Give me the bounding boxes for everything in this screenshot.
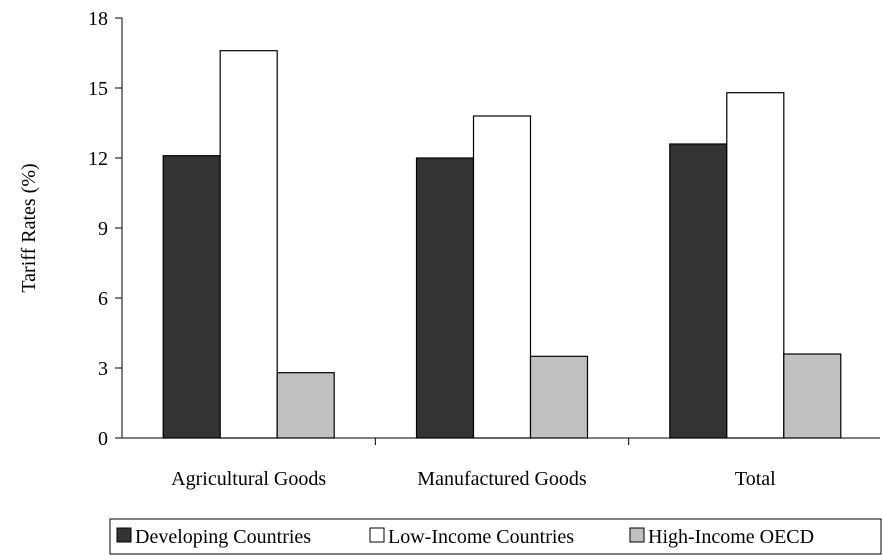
y-tick-label-15: 15 [88,78,108,100]
bar-2-3 [726,92,785,439]
x-tick-label-3: Total [735,468,776,490]
bar-3-1 [276,372,335,439]
bar-3-2 [529,355,589,439]
legend-label-1: Developing Countries [135,526,311,548]
bar-1-1 [162,155,221,439]
axes-layer: 0 3 6 9 12 15 18 Agricultural Goods Manufactured… [88,8,880,490]
legend-swatch-2 [369,527,385,543]
y-tick-label-12: 12 [88,148,108,170]
x-tick-label-1: Agricultural Goods [171,468,326,490]
legend: Developing Countries Low-Income Countries… [109,518,882,555]
bar-2-2 [472,115,532,439]
legend-swatch-3 [629,527,645,543]
legend-swatch-1 [116,527,132,543]
legend-box [109,518,882,555]
bar-3-3 [783,353,842,439]
legend-label-2: Low-Income Countries [388,526,574,548]
y-tick-label-9: 9 [98,218,108,240]
y-tick-label-18: 18 [88,8,108,30]
bar-2-1 [219,50,278,439]
y-tick-label-0: 0 [98,428,108,450]
y-axis-title: Tariff Rates (%) [18,163,40,292]
y-tick-label-3: 3 [98,358,108,380]
y-tick-label-6: 6 [98,288,108,310]
x-tick-label-2: Manufactured Goods [417,468,587,490]
bar-1-3 [669,143,728,439]
bar-1-2 [415,157,475,439]
bars-layer [162,50,842,439]
legend-label-3: High-Income OECD [648,526,814,548]
